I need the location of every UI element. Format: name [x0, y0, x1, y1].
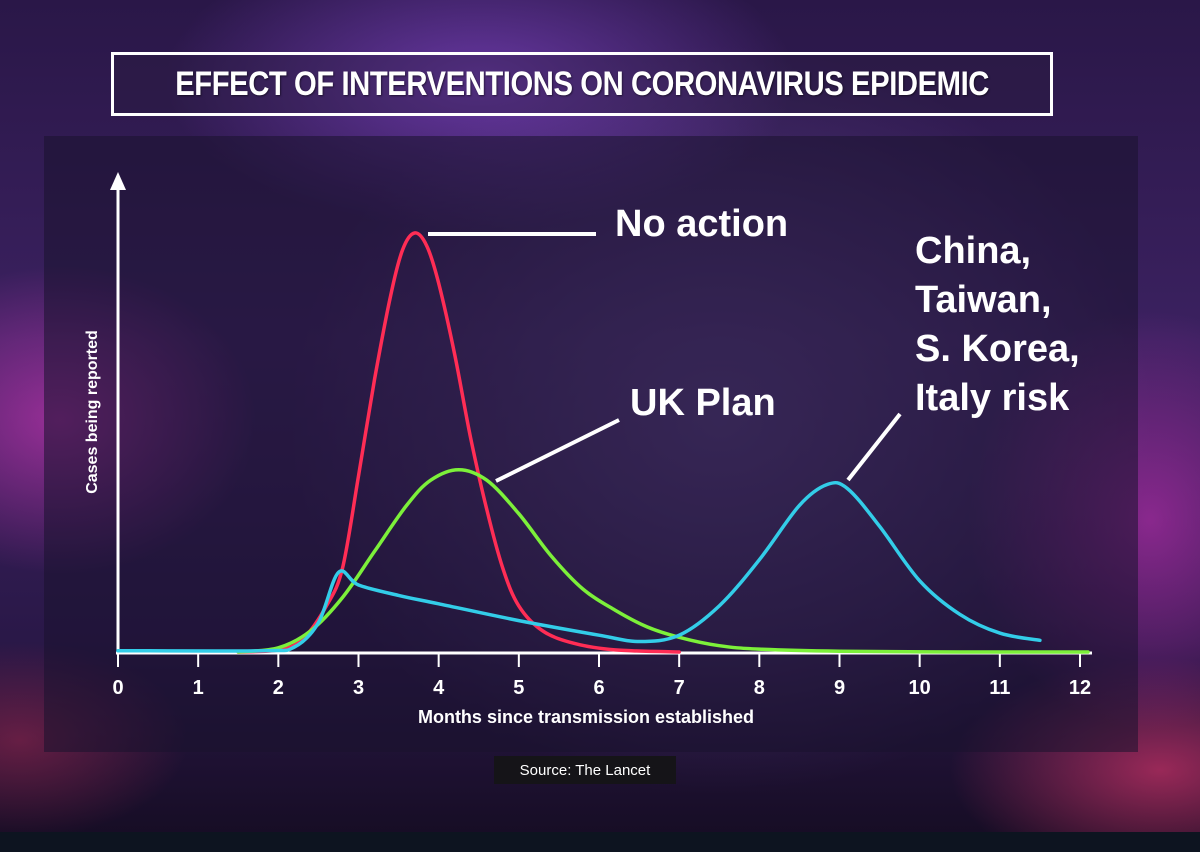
x-tick-label: 10: [909, 677, 931, 699]
x-tick-label: 6: [593, 677, 604, 699]
x-tick-label: 5: [513, 677, 524, 699]
uk-plan-label: UK Plan: [630, 382, 776, 424]
uk-plan-line: [236, 467, 1090, 654]
x-tick-label: 9: [834, 677, 845, 699]
x-tick-label: 4: [433, 677, 445, 699]
title-box: EFFECT OF INTERVENTIONS ON CORONAVIRUS E…: [111, 52, 1053, 116]
uk-plan-leader: [495, 418, 620, 483]
x-tick-label: 12: [1069, 677, 1091, 699]
no-action-label-line: No action: [615, 203, 788, 245]
chart-title: EFFECT OF INTERVENTIONS ON CORONAVIRUS E…: [175, 64, 989, 103]
asia-italy-leader: [846, 412, 902, 482]
x-tick-label: 11: [989, 677, 1010, 699]
no-action-line: [236, 231, 681, 654]
footer-bar: [0, 832, 1200, 852]
no-action-label: No action: [615, 203, 788, 245]
x-tick-label: 1: [193, 677, 204, 699]
asia-italy-label-line: Taiwan,: [915, 279, 1052, 321]
asia-italy-label-line: S. Korea,: [915, 328, 1080, 370]
x-tick-label: 0: [112, 677, 123, 699]
asia-italy-label: China, Taiwan, S. Korea, Italy risk: [915, 230, 1080, 419]
uk-plan-label-line: UK Plan: [630, 382, 776, 424]
x-tick-label: 3: [353, 677, 364, 699]
asia-italy-line: [116, 480, 1042, 653]
x-tick-label: 7: [674, 677, 685, 699]
x-tick-label: 2: [273, 677, 284, 699]
x-tick-label: 8: [754, 677, 765, 699]
y-axis-arrow: [110, 172, 126, 190]
asia-italy-label-line: China,: [915, 230, 1031, 272]
source-label: Source: The Lancet: [494, 756, 676, 784]
asia-italy-label-line: Italy risk: [915, 377, 1070, 419]
x-axis-title: Months since transmission established: [418, 707, 754, 727]
y-axis-title: Cases being reported: [84, 330, 101, 494]
